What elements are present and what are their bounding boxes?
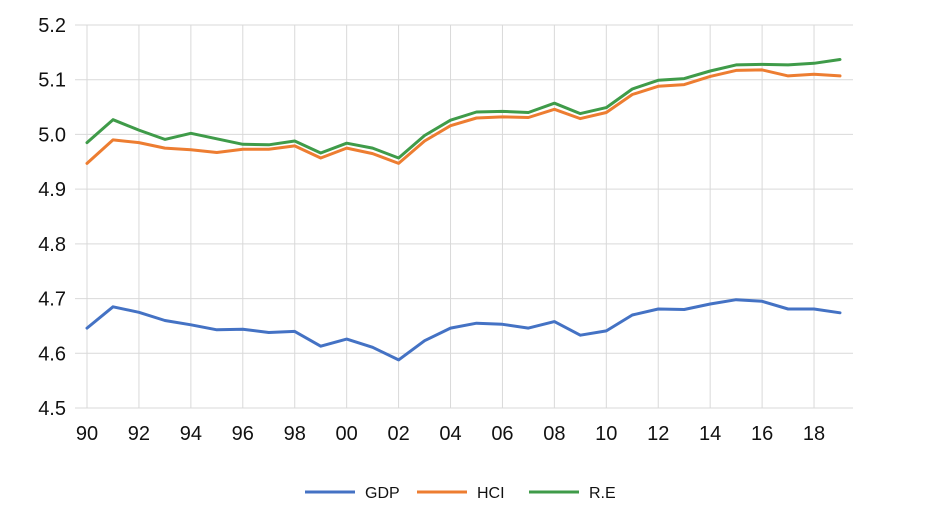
x-axis-ticks: 90 92 94 96 98 00 02 04 06 08 10 12 14 16 18	[76, 423, 825, 445]
series-line-gdp	[85, 298, 842, 362]
series-line-hci	[85, 68, 842, 165]
x-tick-label: 94	[180, 423, 202, 445]
y-tick-label: 5.0	[38, 124, 66, 146]
x-tick-label: 10	[595, 423, 617, 445]
x-tick-label: 96	[232, 423, 254, 445]
y-tick-label: 4.5	[38, 398, 66, 420]
x-tick-label: 92	[128, 423, 150, 445]
x-tick-label: 16	[751, 423, 773, 445]
x-tick-label: 00	[336, 423, 358, 445]
y-axis-ticks: 4.5 4.6 4.7 4.8 4.9 5.0 5.1 5.2	[38, 15, 66, 420]
gridlines	[75, 24, 853, 409]
series-lines	[85, 58, 842, 362]
legend: GDP HCI R.E	[305, 485, 616, 502]
x-tick-label: 06	[491, 423, 513, 445]
x-tick-label: 98	[284, 423, 306, 445]
x-tick-label: 02	[387, 423, 409, 445]
legend-label-hci: HCI	[477, 485, 505, 502]
x-tick-label: 08	[543, 423, 565, 445]
y-tick-label: 5.1	[38, 70, 66, 92]
x-tick-label: 18	[803, 423, 825, 445]
y-tick-label: 5.2	[38, 15, 66, 37]
x-tick-label: 04	[439, 423, 461, 445]
y-tick-label: 4.6	[38, 343, 66, 365]
legend-label-r-e: R.E	[589, 485, 616, 502]
y-tick-label: 4.8	[38, 234, 66, 256]
x-tick-label: 12	[647, 423, 669, 445]
x-tick-label: 14	[699, 423, 721, 445]
y-tick-label: 4.7	[38, 289, 66, 311]
x-tick-label: 90	[76, 423, 98, 445]
y-tick-label: 4.9	[38, 179, 66, 201]
legend-label-gdp: GDP	[365, 485, 400, 502]
series-line-r-e	[85, 58, 842, 160]
